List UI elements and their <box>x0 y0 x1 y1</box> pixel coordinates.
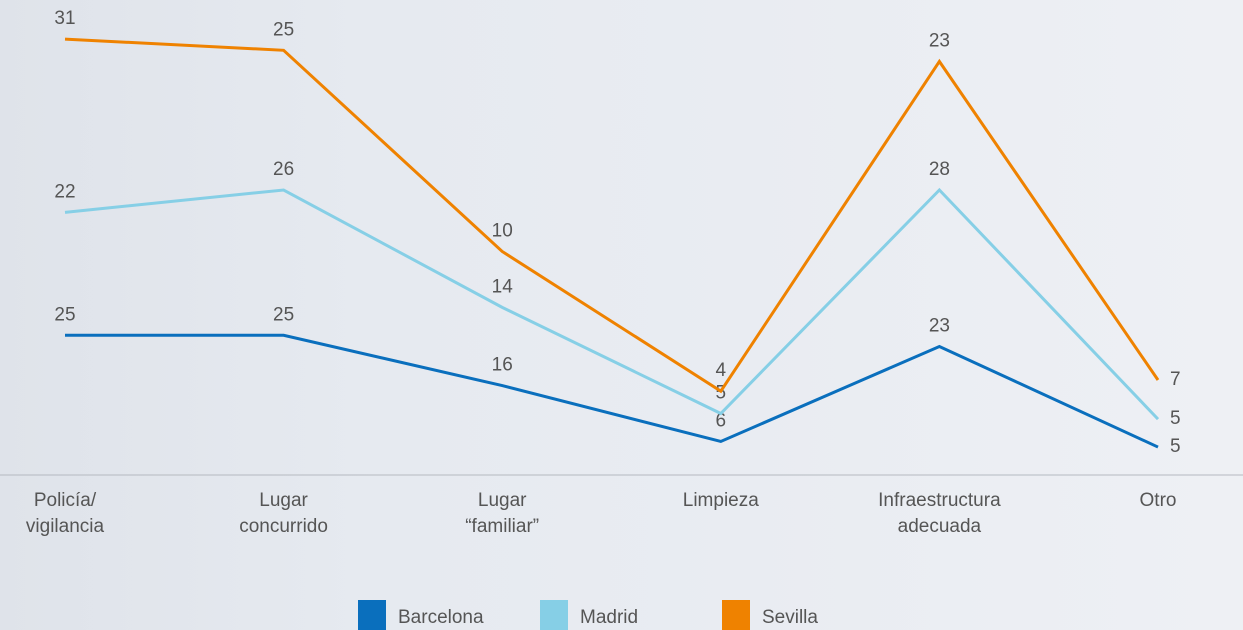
data-label: 23 <box>929 315 950 336</box>
legend-label: Barcelona <box>398 607 484 628</box>
x-tick-label: Otro <box>1058 488 1243 514</box>
data-label: 25 <box>54 304 75 325</box>
data-label: 5 <box>1170 408 1181 429</box>
data-label: 31 <box>54 8 75 29</box>
line <box>65 335 1158 447</box>
legend-swatch <box>722 600 750 630</box>
data-label: 25 <box>273 19 294 40</box>
x-tick-label: Infraestructura adecuada <box>839 488 1039 540</box>
data-label: 23 <box>929 30 950 51</box>
x-tick-label: Lugar concurrido <box>184 488 384 540</box>
x-tick-label: Lugar “familiar” <box>402 488 602 540</box>
x-tick-label: Policía/ vigilancia <box>0 488 165 540</box>
data-label: 16 <box>492 355 513 376</box>
legend-swatch <box>540 600 568 630</box>
x-tick-label: Limpieza <box>621 488 821 514</box>
data-label: 28 <box>929 159 950 180</box>
data-label: 14 <box>492 276 514 297</box>
legend-label: Madrid <box>580 607 638 628</box>
data-label: 7 <box>1170 369 1181 390</box>
legend-label: Sevilla <box>762 607 818 628</box>
line <box>65 190 1158 419</box>
legend-swatch <box>358 600 386 630</box>
line <box>65 39 1158 391</box>
data-label: 26 <box>273 159 294 180</box>
data-label: 5 <box>1170 436 1181 457</box>
data-label: 22 <box>54 181 75 202</box>
data-label: 4 <box>716 360 727 381</box>
data-label: 10 <box>492 220 513 241</box>
data-label: 25 <box>273 304 294 325</box>
chart: 252516623522261452853125104237BarcelonaM… <box>0 0 1243 630</box>
